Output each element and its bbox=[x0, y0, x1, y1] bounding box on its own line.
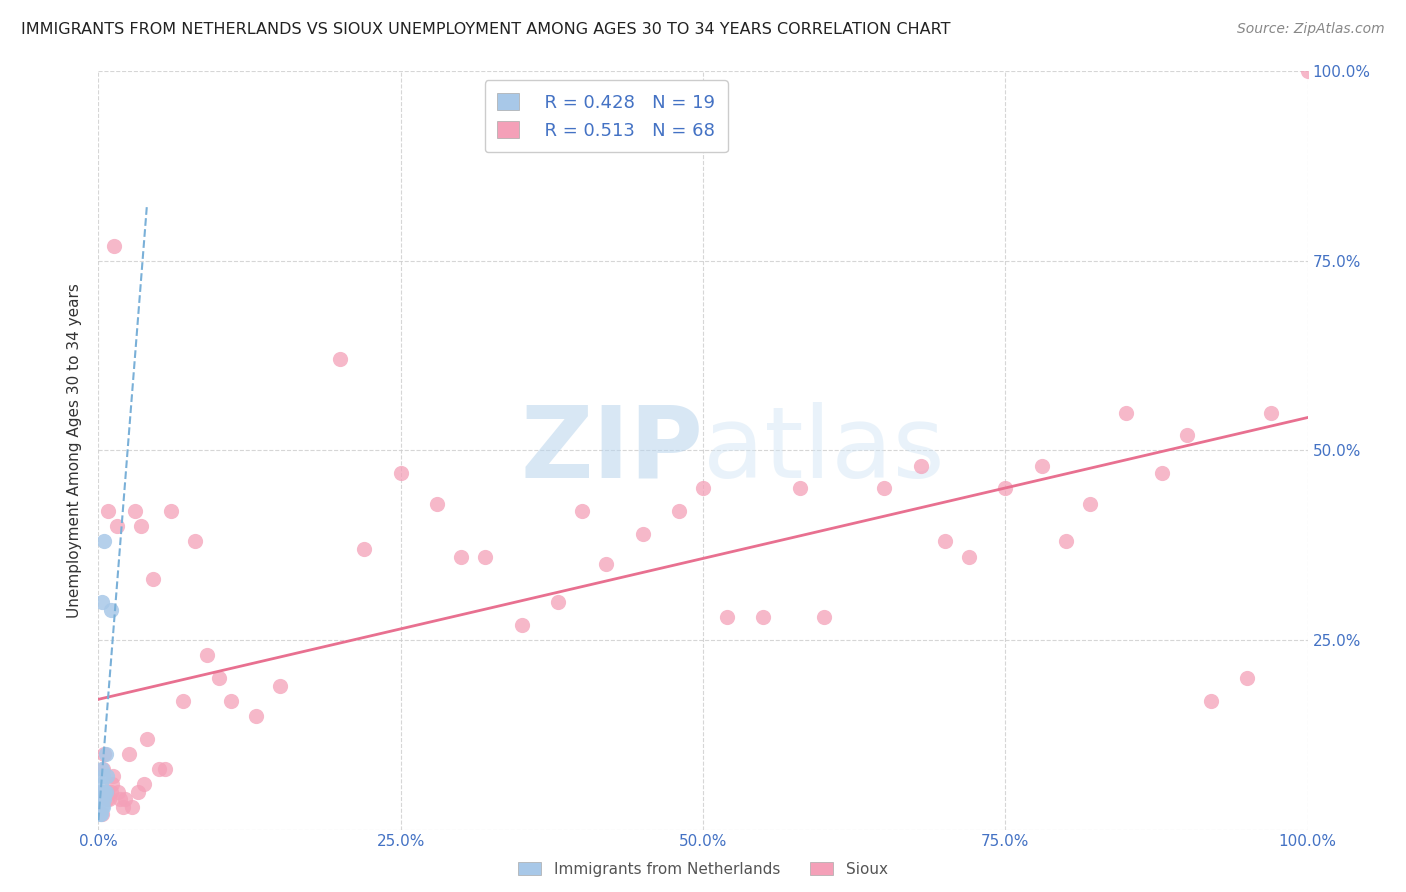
Point bbox=[160, 504, 183, 518]
Point bbox=[1078, 496, 1101, 510]
Point bbox=[90, 777, 112, 791]
Point bbox=[148, 762, 170, 776]
Point bbox=[184, 534, 207, 549]
Point bbox=[813, 610, 835, 624]
Y-axis label: Unemployment Among Ages 30 to 34 years: Unemployment Among Ages 30 to 34 years bbox=[67, 283, 83, 618]
Point bbox=[474, 549, 496, 564]
Text: atlas: atlas bbox=[703, 402, 945, 499]
Text: Source: ZipAtlas.com: Source: ZipAtlas.com bbox=[1237, 22, 1385, 37]
Point bbox=[93, 747, 115, 761]
Point bbox=[1199, 694, 1222, 708]
Point bbox=[153, 762, 176, 776]
Point bbox=[111, 800, 134, 814]
Point bbox=[957, 549, 980, 564]
Point bbox=[94, 785, 117, 799]
Point bbox=[172, 694, 194, 708]
Point bbox=[1236, 671, 1258, 685]
Point bbox=[91, 762, 114, 776]
Point bbox=[571, 504, 593, 518]
Point bbox=[100, 777, 122, 791]
Point bbox=[692, 482, 714, 496]
Point bbox=[127, 785, 149, 799]
Legend: Immigrants from Netherlands, Sioux: Immigrants from Netherlands, Sioux bbox=[510, 854, 896, 884]
Point bbox=[547, 595, 569, 609]
Point bbox=[1260, 405, 1282, 420]
Point bbox=[93, 534, 115, 549]
Point bbox=[89, 807, 111, 822]
Point bbox=[134, 777, 156, 791]
Point bbox=[91, 595, 114, 609]
Point bbox=[91, 785, 114, 799]
Point bbox=[329, 352, 352, 367]
Point bbox=[118, 747, 141, 761]
Point bbox=[103, 238, 125, 253]
Point bbox=[93, 792, 115, 806]
Point bbox=[389, 467, 412, 481]
Point bbox=[96, 785, 118, 799]
Point bbox=[100, 603, 122, 617]
Point bbox=[94, 785, 117, 799]
Point bbox=[195, 648, 218, 662]
Point bbox=[631, 526, 654, 541]
Point bbox=[245, 708, 267, 723]
Point bbox=[107, 785, 129, 799]
Point bbox=[91, 792, 114, 806]
Point bbox=[91, 785, 114, 799]
Point bbox=[129, 519, 152, 533]
Point bbox=[994, 482, 1017, 496]
Point bbox=[94, 747, 117, 761]
Point bbox=[595, 557, 617, 572]
Point bbox=[1296, 64, 1319, 78]
Point bbox=[135, 731, 157, 746]
Point bbox=[101, 769, 124, 784]
Point bbox=[97, 504, 120, 518]
Point bbox=[121, 800, 143, 814]
Point bbox=[1175, 428, 1198, 442]
Point bbox=[93, 785, 115, 799]
Point bbox=[752, 610, 775, 624]
Point bbox=[91, 807, 114, 822]
Text: ZIP: ZIP bbox=[520, 402, 703, 499]
Text: IMMIGRANTS FROM NETHERLANDS VS SIOUX UNEMPLOYMENT AMONG AGES 30 TO 34 YEARS CORR: IMMIGRANTS FROM NETHERLANDS VS SIOUX UNE… bbox=[21, 22, 950, 37]
Point bbox=[510, 617, 533, 632]
Point bbox=[100, 785, 122, 799]
Point bbox=[1115, 405, 1137, 420]
Point bbox=[873, 482, 896, 496]
Point bbox=[269, 678, 291, 692]
Point bbox=[108, 792, 131, 806]
Point bbox=[221, 694, 243, 708]
Point bbox=[789, 482, 811, 496]
Point bbox=[89, 785, 111, 799]
Point bbox=[910, 458, 932, 473]
Point bbox=[91, 769, 114, 784]
Point bbox=[96, 792, 118, 806]
Point bbox=[114, 792, 136, 806]
Point bbox=[208, 671, 231, 685]
Point bbox=[142, 573, 165, 587]
Point bbox=[124, 504, 146, 518]
Point bbox=[91, 800, 114, 814]
Point bbox=[426, 496, 449, 510]
Point bbox=[91, 800, 114, 814]
Point bbox=[1031, 458, 1053, 473]
Point bbox=[668, 504, 690, 518]
Point bbox=[98, 792, 121, 806]
Point bbox=[90, 807, 112, 822]
Point bbox=[716, 610, 738, 624]
Point bbox=[90, 792, 112, 806]
Point bbox=[96, 769, 118, 784]
Legend:   R = 0.428   N = 19,   R = 0.513   N = 68: R = 0.428 N = 19, R = 0.513 N = 68 bbox=[485, 80, 728, 153]
Point bbox=[450, 549, 472, 564]
Point bbox=[353, 542, 375, 557]
Point bbox=[105, 519, 128, 533]
Point bbox=[91, 762, 114, 776]
Point bbox=[1054, 534, 1077, 549]
Point bbox=[1152, 467, 1174, 481]
Point bbox=[934, 534, 956, 549]
